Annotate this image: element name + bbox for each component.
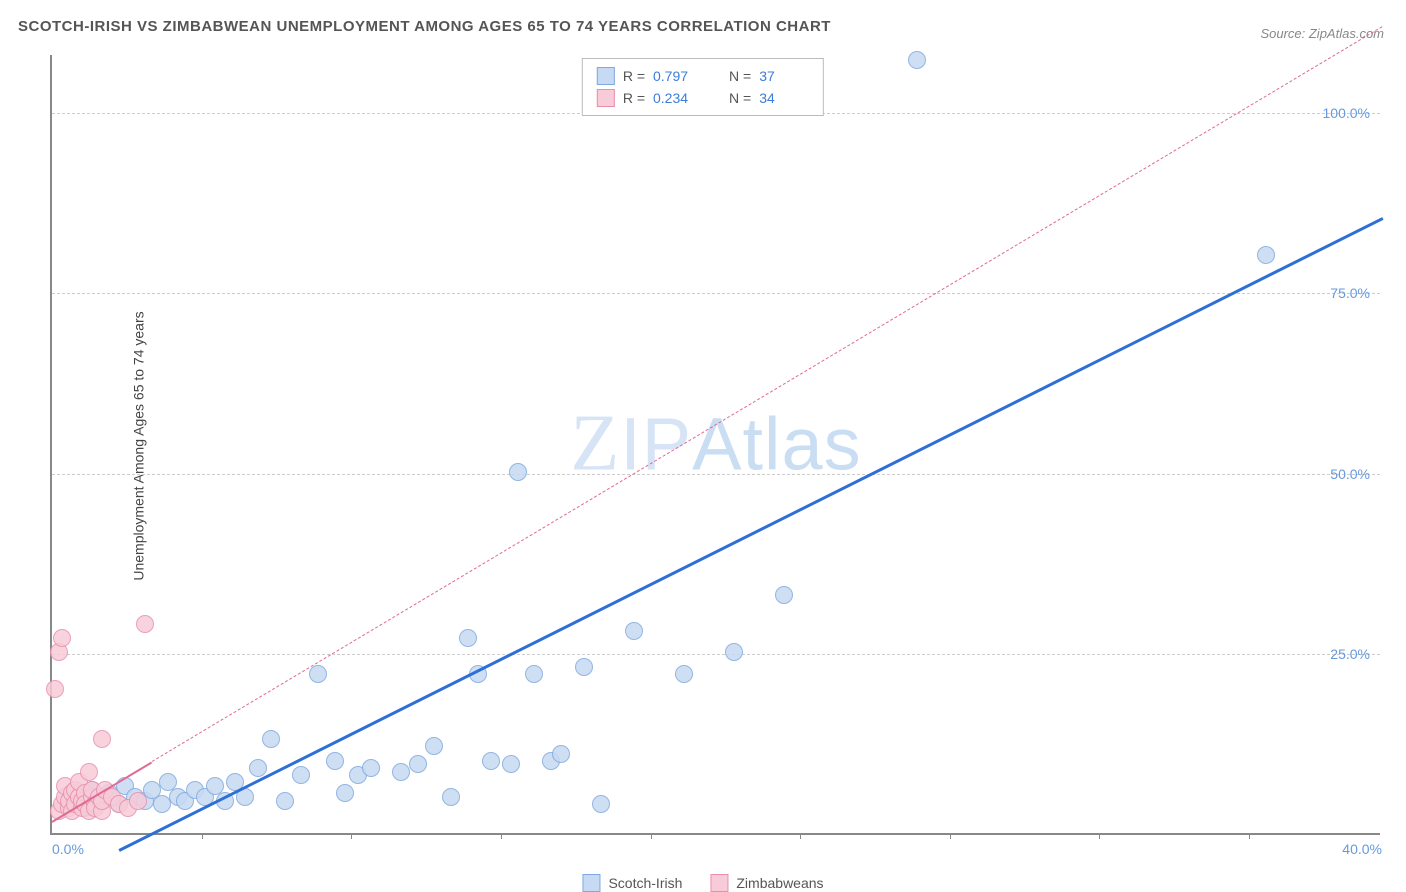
y-tick-label: 50.0% — [1330, 466, 1370, 482]
x-tick-mark — [351, 833, 352, 839]
scatter-point — [592, 795, 610, 813]
trend-line-dashed — [151, 26, 1382, 762]
scatter-point — [552, 745, 570, 763]
scatter-point — [502, 755, 520, 773]
scatter-point — [725, 643, 743, 661]
stats-legend: R = 0.797 N = 37 R = 0.234 N = 34 — [582, 58, 824, 116]
trend-line — [118, 218, 1383, 852]
x-tick-mark — [501, 833, 502, 839]
x-tick-mark — [651, 833, 652, 839]
source-label: Source: ZipAtlas.com — [1260, 26, 1384, 41]
scatter-point — [249, 759, 267, 777]
x-tick-mark — [1249, 833, 1250, 839]
scatter-point — [775, 586, 793, 604]
r-value: 0.797 — [653, 68, 703, 84]
x-tick-mark — [950, 833, 951, 839]
scatter-point — [409, 755, 427, 773]
legend-label: Scotch-Irish — [608, 875, 682, 891]
x-tick-label: 40.0% — [1342, 841, 1382, 857]
gridline — [52, 474, 1380, 475]
legend-swatch — [710, 874, 728, 892]
scatter-point — [675, 665, 693, 683]
scatter-point — [262, 730, 280, 748]
scatter-point — [276, 792, 294, 810]
watermark: ZIPAtlas — [570, 399, 861, 490]
x-tick-label: 0.0% — [52, 841, 84, 857]
scatter-point — [425, 737, 443, 755]
y-tick-label: 25.0% — [1330, 646, 1370, 662]
n-label: N = — [729, 90, 751, 106]
y-tick-label: 75.0% — [1330, 285, 1370, 301]
scatter-point — [53, 629, 71, 647]
scatter-point — [362, 759, 380, 777]
gridline — [52, 654, 1380, 655]
r-value: 0.234 — [653, 90, 703, 106]
scatter-point — [625, 622, 643, 640]
legend-swatch — [582, 874, 600, 892]
bottom-legend-item: Zimbabweans — [710, 874, 823, 892]
bottom-legend-item: Scotch-Irish — [582, 874, 682, 892]
scatter-point — [326, 752, 344, 770]
scatter-point — [525, 665, 543, 683]
legend-swatch — [597, 89, 615, 107]
scatter-point — [575, 658, 593, 676]
plot-area: ZIPAtlas 25.0%50.0%75.0%100.0%0.0%40.0% — [50, 55, 1380, 835]
stats-legend-row: R = 0.797 N = 37 — [597, 65, 809, 87]
scatter-point — [392, 763, 410, 781]
x-tick-mark — [202, 833, 203, 839]
y-tick-label: 100.0% — [1323, 105, 1370, 121]
r-label: R = — [623, 90, 645, 106]
scatter-point — [509, 463, 527, 481]
scatter-point — [153, 795, 171, 813]
r-label: R = — [623, 68, 645, 84]
scatter-point — [442, 788, 460, 806]
x-tick-mark — [1099, 833, 1100, 839]
scatter-point — [136, 615, 154, 633]
scatter-point — [93, 730, 111, 748]
scatter-point — [129, 792, 147, 810]
gridline — [52, 293, 1380, 294]
scatter-point — [459, 629, 477, 647]
legend-label: Zimbabweans — [736, 875, 823, 891]
scatter-point — [309, 665, 327, 683]
n-value: 34 — [759, 90, 809, 106]
scatter-point — [336, 784, 354, 802]
n-value: 37 — [759, 68, 809, 84]
scatter-point — [1257, 246, 1275, 264]
stats-legend-row: R = 0.234 N = 34 — [597, 87, 809, 109]
scatter-point — [292, 766, 310, 784]
x-tick-mark — [800, 833, 801, 839]
scatter-point — [908, 51, 926, 69]
chart-title: SCOTCH-IRISH VS ZIMBABWEAN UNEMPLOYMENT … — [18, 18, 831, 35]
bottom-legend: Scotch-Irish Zimbabweans — [582, 874, 823, 892]
legend-swatch — [597, 67, 615, 85]
scatter-point — [482, 752, 500, 770]
scatter-point — [46, 680, 64, 698]
scatter-point — [80, 763, 98, 781]
n-label: N = — [729, 68, 751, 84]
